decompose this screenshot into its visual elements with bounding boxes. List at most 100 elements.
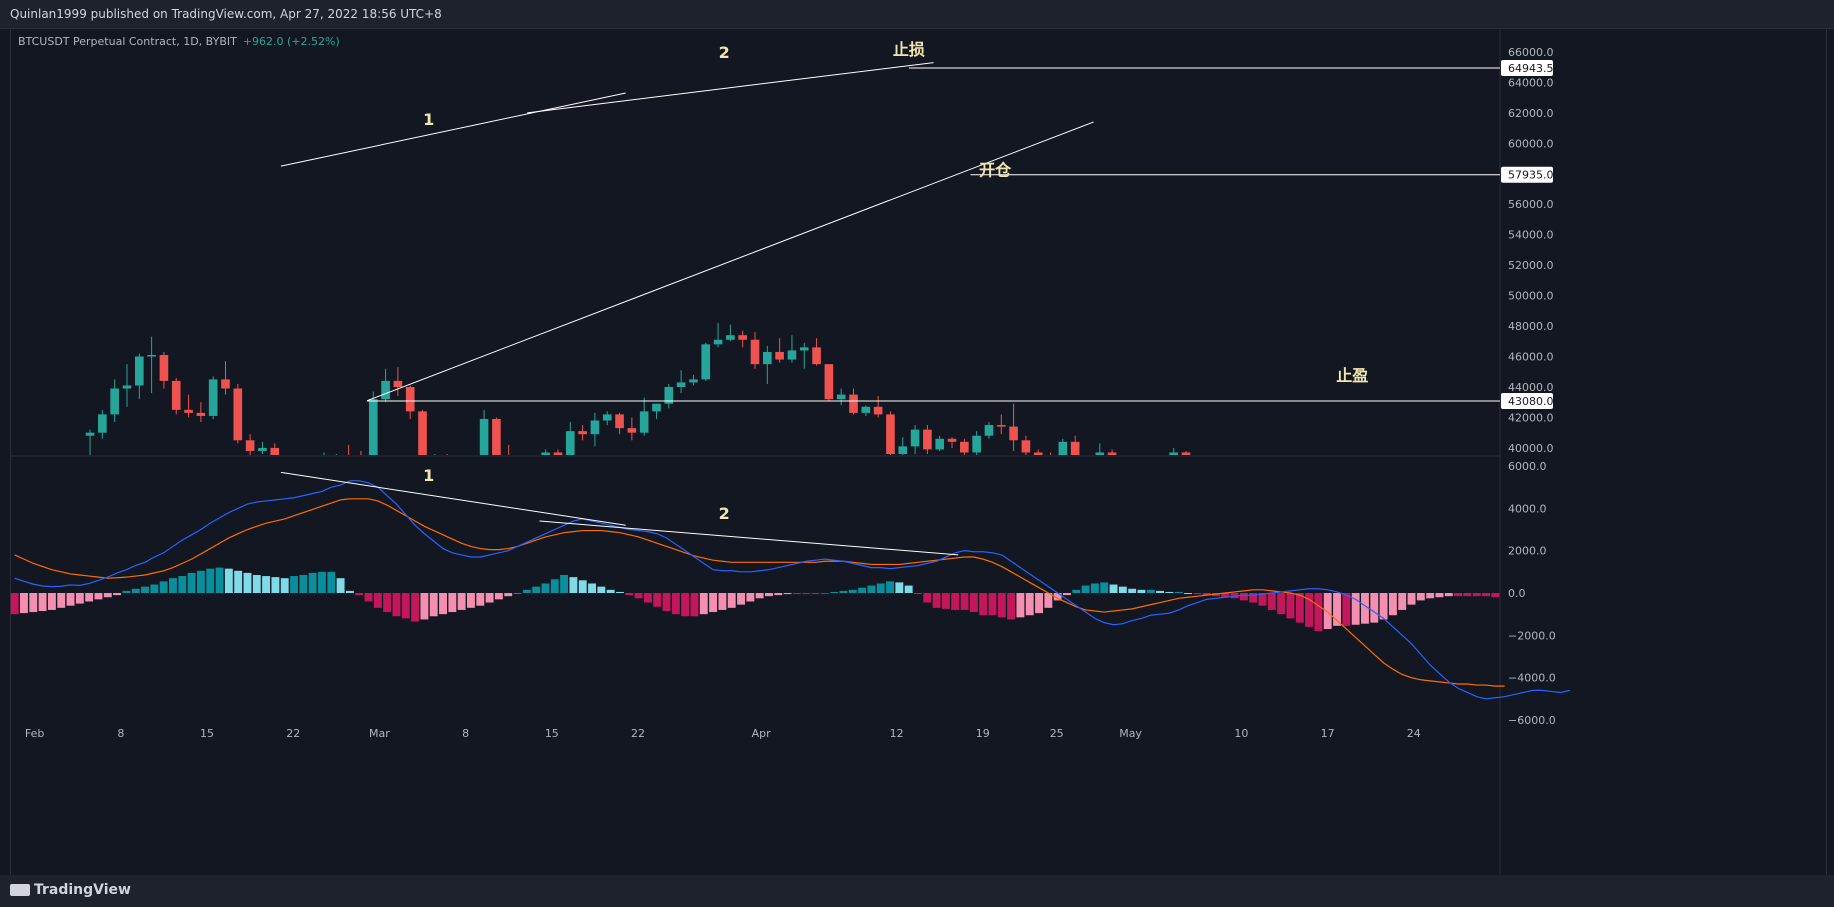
macd-histogram-bar bbox=[755, 593, 764, 599]
price-axis: 40000.0 42000.0 44000.0 46000.0 48000.0 50000… bbox=[10, 28, 1554, 875]
macd-histogram-bar bbox=[187, 572, 196, 593]
chart-annotation: 1 bbox=[423, 110, 434, 129]
time-tick-label: Apr bbox=[752, 727, 772, 740]
candle-body bbox=[1428, 606, 1437, 608]
price-tick-label: 64000.0 bbox=[1508, 76, 1554, 89]
candle-body bbox=[1490, 574, 1499, 609]
chart-annotation: 2 bbox=[719, 43, 730, 62]
candle-body bbox=[1095, 452, 1105, 455]
price-tick-label: 42000.0 bbox=[1508, 411, 1554, 424]
price-line-label-bg bbox=[1501, 393, 1553, 409]
macd-histogram-bar bbox=[951, 593, 960, 610]
candle-body bbox=[639, 411, 649, 433]
publish-info: Quinlan1999 published on TradingView.com… bbox=[10, 7, 442, 21]
macd-histogram-bar bbox=[718, 593, 727, 610]
macd-histogram-bar bbox=[196, 570, 205, 593]
candle-body bbox=[676, 382, 686, 387]
candle-body bbox=[1169, 452, 1178, 455]
candle-body bbox=[1231, 539, 1240, 598]
candle-body bbox=[836, 394, 846, 400]
tradingview-brand: TradingView bbox=[34, 882, 131, 898]
candle-body bbox=[504, 457, 513, 468]
macd-histogram-bar bbox=[1156, 590, 1165, 593]
candle-body bbox=[1206, 509, 1215, 517]
macd-histogram-bar bbox=[299, 575, 308, 593]
macd-histogram-bar bbox=[10, 593, 19, 615]
macd-histogram-bar bbox=[690, 593, 699, 617]
macd-histogram-bar bbox=[47, 593, 56, 610]
candlesticks bbox=[85, 323, 1499, 615]
candle-body bbox=[824, 364, 834, 400]
macd-histogram-bar bbox=[969, 593, 978, 613]
macd-histogram-bar bbox=[57, 593, 66, 608]
macd-histogram-bar bbox=[206, 568, 215, 593]
macd-histogram-bar bbox=[131, 588, 140, 593]
candle-body bbox=[861, 406, 871, 413]
price-tick-label: 46000.0 bbox=[1508, 351, 1554, 364]
trend-line[interactable] bbox=[280, 92, 626, 167]
symbol-legend[interactable]: BTCUSDT Perpetual Contract, 1D, BYBIT +96… bbox=[18, 35, 340, 48]
macd-histogram-bar bbox=[1174, 591, 1183, 593]
candle-body bbox=[122, 385, 132, 389]
macd-histogram-bar bbox=[1416, 593, 1425, 601]
price-line-label: 64943.5 bbox=[1508, 62, 1554, 75]
macd-histogram-bar bbox=[830, 591, 839, 593]
macd-tick-label: −2000.0 bbox=[1508, 629, 1556, 642]
macd-histogram-bar bbox=[345, 590, 354, 593]
macd-trend-line[interactable] bbox=[539, 520, 959, 556]
candle-body bbox=[270, 447, 280, 455]
price-tick-label: 48000.0 bbox=[1508, 320, 1554, 333]
candle-body bbox=[652, 403, 661, 412]
candle-body bbox=[431, 457, 440, 462]
trend-lines[interactable] bbox=[280, 62, 1094, 402]
candle-body bbox=[1083, 462, 1092, 477]
macd-histogram-bar bbox=[876, 583, 885, 593]
candle-body bbox=[1477, 609, 1486, 615]
macd-histogram-bar bbox=[1109, 584, 1118, 593]
macd-histogram-bar bbox=[1081, 585, 1090, 593]
time-tick-label: 25 bbox=[1050, 727, 1064, 740]
macd-histogram-bar bbox=[75, 593, 84, 604]
candle-body bbox=[320, 474, 329, 491]
macd-histogram-bar bbox=[1007, 593, 1016, 620]
candle-body bbox=[1145, 471, 1154, 472]
macd-histogram-bar bbox=[1025, 593, 1034, 616]
trend-line[interactable] bbox=[366, 121, 1094, 402]
candle-body bbox=[602, 414, 612, 421]
macd-trend-line[interactable] bbox=[280, 471, 626, 526]
macd-tick-label: 0.0 bbox=[1508, 587, 1526, 600]
price-tick-label: 56000.0 bbox=[1508, 198, 1554, 211]
time-tick-label: 15 bbox=[545, 727, 559, 740]
macd-histogram-bar bbox=[494, 593, 503, 600]
price-tick-label: 62000.0 bbox=[1508, 107, 1554, 120]
macd-histogram-bar bbox=[979, 593, 988, 616]
candle-body bbox=[98, 414, 107, 433]
macd-histogram-bar bbox=[1444, 593, 1453, 597]
macd-line bbox=[14, 480, 1570, 700]
macd-histogram-bar bbox=[1044, 593, 1053, 608]
macd-histogram-bar bbox=[280, 578, 289, 593]
macd-histogram-bar bbox=[895, 582, 904, 593]
macd-histogram-bar bbox=[485, 593, 494, 603]
price-tick-label: 50000.0 bbox=[1508, 290, 1554, 303]
macd-histogram-bar bbox=[653, 593, 662, 607]
candle-body bbox=[873, 406, 883, 415]
candle-body bbox=[923, 429, 932, 450]
price-tick-label: 54000.0 bbox=[1508, 229, 1554, 242]
macd-histogram-bar bbox=[765, 593, 773, 597]
price-tick-label: 40000.0 bbox=[1508, 442, 1554, 455]
macd-histogram-bar bbox=[1258, 593, 1267, 606]
time-tick-label: 12 bbox=[890, 727, 904, 740]
tradingview-logo[interactable]: TradingView bbox=[10, 882, 131, 898]
candle-body bbox=[578, 431, 587, 435]
price-lines[interactable]: 64943.5 57935.0 43080.0 bbox=[367, 60, 1554, 409]
trend-line[interactable] bbox=[527, 62, 934, 114]
price-line-label: 43080.0 bbox=[1508, 395, 1554, 408]
candle-body bbox=[960, 441, 969, 453]
candle-body bbox=[1194, 501, 1203, 509]
candle-body bbox=[713, 339, 723, 345]
time-tick-label: Mar bbox=[369, 727, 390, 740]
tradingview-logo-icon bbox=[10, 884, 30, 896]
candle-body bbox=[590, 420, 600, 435]
